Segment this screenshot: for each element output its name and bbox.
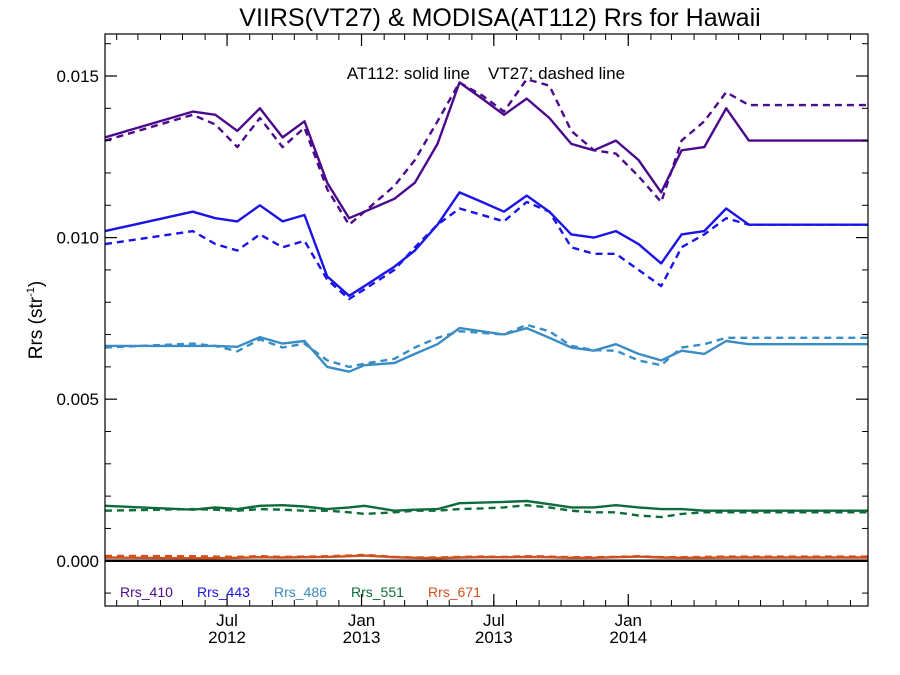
y-tick-label: 0.005 <box>56 390 99 409</box>
x-tick-label-year: 2013 <box>475 628 513 647</box>
x-tick-label-month: Jul <box>483 611 505 630</box>
series-line-rrs-410-solid <box>104 81 868 220</box>
y-axis-label: Rrs (str-1) <box>25 281 47 359</box>
series-line-rrs-551-dashed <box>104 504 868 519</box>
legend-entry-rrs-410: Rrs_410 <box>120 584 173 600</box>
x-tick-label-year: 2013 <box>343 628 381 647</box>
y-tick-label: 0.015 <box>56 67 99 86</box>
chart-title: VIIRS(VT27) & MODISA(AT112) Rrs for Hawa… <box>239 4 760 32</box>
series-line-rrs-443-solid <box>104 191 868 297</box>
y-axis-label-text: Rrs (str <box>26 296 47 359</box>
x-tick-label-year: 2012 <box>208 628 246 647</box>
series-line-rrs-443-dashed <box>104 200 868 301</box>
legend-entry-rrs-443: Rrs_443 <box>197 584 250 600</box>
series-line-rrs-671-dashed <box>104 553 868 559</box>
series-line-rrs-486-dashed <box>104 323 868 369</box>
legend-entry-rrs-671: Rrs_671 <box>428 584 481 600</box>
series-line-rrs-410-dashed <box>104 77 868 226</box>
x-tick-label-month: Jan <box>348 611 375 630</box>
legend-entry-rrs-486: Rrs_486 <box>274 584 327 600</box>
legend-entry-rrs-551: Rrs_551 <box>351 584 404 600</box>
plot-area <box>104 77 868 563</box>
y-axis-label-group: Rrs (str-1) <box>25 281 47 359</box>
y-axis-label-superscript: -1 <box>25 287 37 297</box>
axes: 0.0000.0050.0100.015Jul2012Jan2013Jul201… <box>56 33 869 647</box>
annotation-solid-line: AT112: solid line <box>347 64 470 83</box>
x-tick-label-year: 2014 <box>609 628 647 647</box>
y-tick-label: 0.000 <box>56 552 99 571</box>
series-line-rrs-486-solid <box>105 326 868 373</box>
annotation-dashed-line: VT27: dashed line <box>488 64 625 83</box>
legend: Rrs_410 Rrs_443 Rrs_486 Rrs_551 Rrs_671 <box>120 584 481 600</box>
plot-frame <box>104 33 869 607</box>
series-line-rrs-551-solid <box>104 499 868 512</box>
y-axis-label-close: ) <box>26 281 47 287</box>
y-tick-label: 0.010 <box>56 229 99 248</box>
x-tick-label-month: Jan <box>615 611 642 630</box>
x-tick-label-month: Jul <box>216 611 238 630</box>
